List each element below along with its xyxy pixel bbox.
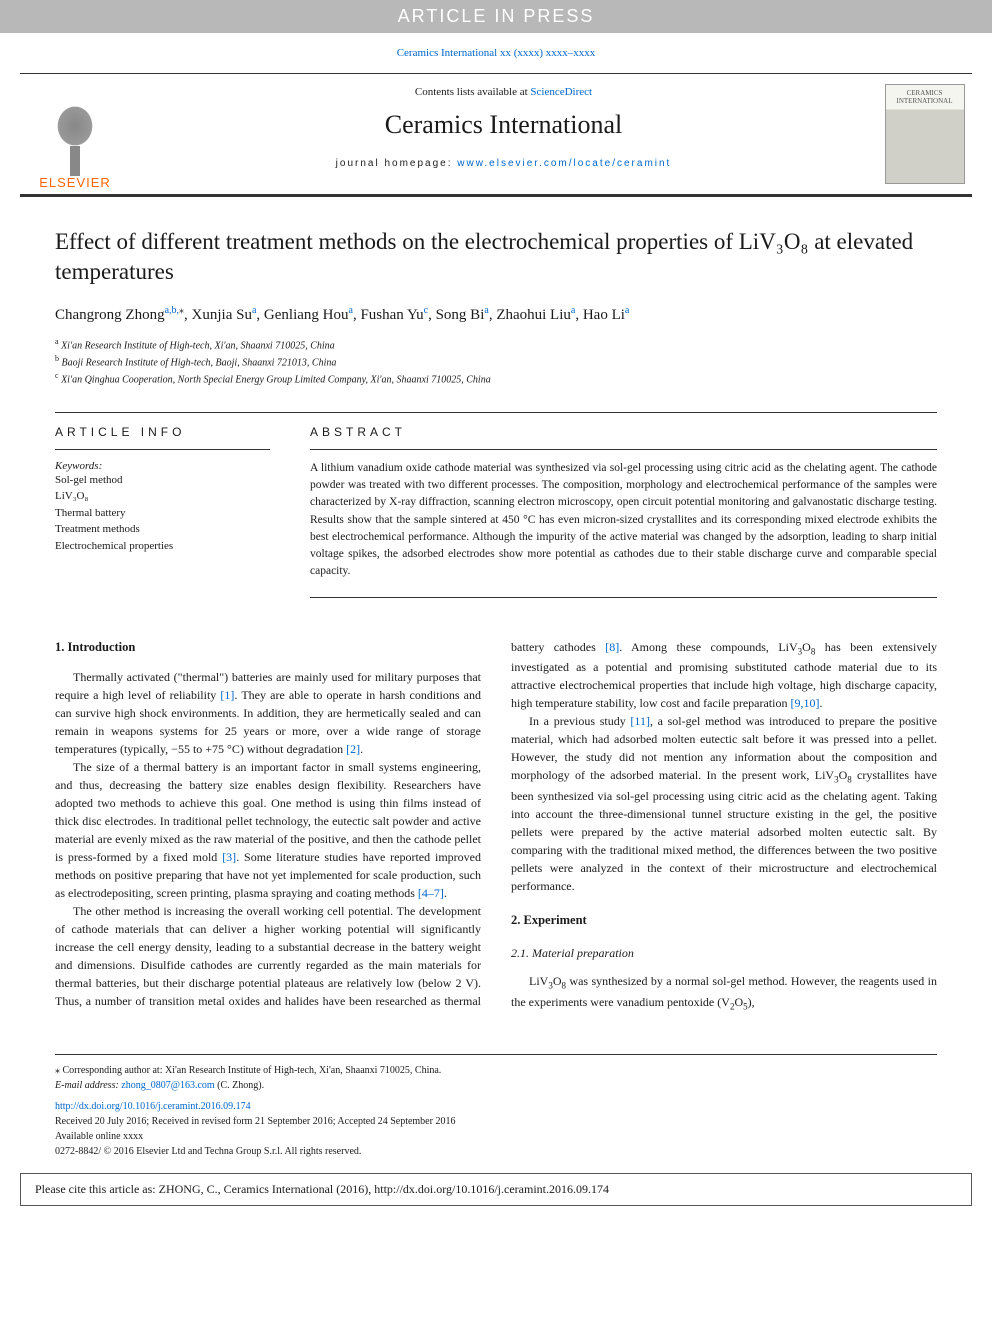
keyword-4: Treatment methods bbox=[55, 521, 270, 538]
keyword-1: Sol-gel method bbox=[55, 472, 270, 489]
author-7: Hao Li bbox=[583, 307, 625, 323]
keywords-label: Keywords: bbox=[55, 460, 270, 472]
banner-text: ARTICLE IN PRESS bbox=[398, 6, 595, 26]
author-1: Changrong Zhong bbox=[55, 307, 165, 323]
authors-line: Changrong Zhonga,b,⁎, Xunjia Sua, Genlia… bbox=[55, 305, 937, 324]
article-body: Effect of different treatment methods on… bbox=[0, 197, 992, 1024]
article-info-col: ARTICLE INFO Keywords: Sol-gel method Li… bbox=[55, 413, 270, 598]
elsevier-tree-icon bbox=[35, 96, 115, 171]
keyword-2: LiV₃O₈ bbox=[55, 488, 270, 505]
footer-block: ⁎ Corresponding author at: Xi'an Researc… bbox=[55, 1054, 937, 1159]
author-1-sup[interactable]: a,b, bbox=[165, 305, 179, 316]
email-link[interactable]: zhong_0807@163.com bbox=[121, 1080, 214, 1091]
intro-p2: The size of a thermal battery is an impo… bbox=[55, 758, 481, 902]
author-4-sup[interactable]: c bbox=[424, 305, 428, 316]
author-5: Song Bi bbox=[436, 307, 485, 323]
author-5-sup[interactable]: a bbox=[484, 305, 488, 316]
experiment-heading: 2. Experiment bbox=[511, 911, 937, 930]
corresponding-author: ⁎ Corresponding author at: Xi'an Researc… bbox=[55, 1063, 937, 1078]
elsevier-logo-block: ELSEVIER bbox=[20, 74, 130, 194]
intro-p1: Thermally activated ("thermal") batterie… bbox=[55, 668, 481, 758]
affiliation-a: a Xi'an Research Institute of High-tech,… bbox=[55, 336, 937, 353]
keyword-3: Thermal battery bbox=[55, 505, 270, 522]
affiliation-c: c Xi'an Qinghua Cooperation, North Speci… bbox=[55, 370, 937, 387]
ref-9-10[interactable]: [9,10] bbox=[790, 696, 819, 710]
elsevier-label: ELSEVIER bbox=[39, 175, 111, 190]
email-suffix: (C. Zhong). bbox=[215, 1080, 264, 1091]
ref-11[interactable]: [11] bbox=[630, 714, 650, 728]
contents-prefix: Contents lists available at bbox=[415, 86, 530, 98]
top-citation: Ceramics International xx (xxxx) xxxx–xx… bbox=[0, 33, 992, 73]
journal-cover-block: CERAMICS INTERNATIONAL bbox=[877, 74, 972, 194]
top-citation-link[interactable]: Ceramics International xx (xxxx) xxxx–xx… bbox=[397, 47, 596, 59]
info-abstract-row: ARTICLE INFO Keywords: Sol-gel method Li… bbox=[55, 412, 937, 598]
sciencedirect-link[interactable]: ScienceDirect bbox=[530, 86, 592, 98]
main-two-column: 1. Introduction Thermally activated ("th… bbox=[55, 638, 937, 1014]
doi-link[interactable]: http://dx.doi.org/10.1016/j.ceramint.201… bbox=[55, 1099, 937, 1114]
exp-p1: LiV3O8 was synthesized by a normal sol-g… bbox=[511, 972, 937, 1014]
cite-box: Please cite this article as: ZHONG, C., … bbox=[20, 1173, 972, 1206]
abstract-label: ABSTRACT bbox=[310, 413, 937, 450]
author-6-sup[interactable]: a bbox=[571, 305, 575, 316]
article-info-label: ARTICLE INFO bbox=[55, 413, 270, 450]
author-3: Genliang Hou bbox=[264, 307, 349, 323]
keyword-5: Electrochemical properties bbox=[55, 538, 270, 555]
ref-1[interactable]: [1] bbox=[220, 688, 234, 702]
journal-center: Contents lists available at ScienceDirec… bbox=[130, 74, 877, 194]
abstract-text: A lithium vanadium oxide cathode materia… bbox=[310, 460, 937, 598]
contents-line: Contents lists available at ScienceDirec… bbox=[130, 86, 877, 98]
author-6: Zhaohui Liu bbox=[496, 307, 571, 323]
article-in-press-banner: ARTICLE IN PRESS bbox=[0, 0, 992, 33]
author-1-asterisk: ⁎ bbox=[179, 305, 184, 316]
email-label: E-mail address: bbox=[55, 1080, 121, 1091]
homepage-line: journal homepage: www.elsevier.com/locat… bbox=[130, 158, 877, 169]
author-3-sup[interactable]: a bbox=[348, 305, 352, 316]
available-line: Available online xxxx bbox=[55, 1129, 937, 1144]
abstract-col: ABSTRACT A lithium vanadium oxide cathod… bbox=[310, 413, 937, 598]
intro-p5: In a previous study [11], a sol-gel meth… bbox=[511, 712, 937, 895]
journal-header: ELSEVIER Contents lists available at Sci… bbox=[20, 73, 972, 197]
homepage-prefix: journal homepage: bbox=[336, 158, 458, 169]
ref-8[interactable]: [8] bbox=[605, 640, 619, 654]
homepage-link[interactable]: www.elsevier.com/locate/ceramint bbox=[457, 158, 671, 169]
material-prep-subheading: 2.1. Material preparation bbox=[511, 944, 937, 962]
article-title: Effect of different treatment methods on… bbox=[55, 227, 937, 287]
ref-3[interactable]: [3] bbox=[222, 850, 236, 864]
author-2-sup[interactable]: a bbox=[252, 305, 256, 316]
received-line: Received 20 July 2016; Received in revis… bbox=[55, 1114, 937, 1129]
email-line: E-mail address: zhong_0807@163.com (C. Z… bbox=[55, 1078, 937, 1093]
intro-heading: 1. Introduction bbox=[55, 638, 481, 657]
affiliation-b: b Baoji Research Institute of High-tech,… bbox=[55, 353, 937, 370]
author-2: Xunjia Su bbox=[192, 307, 252, 323]
author-4: Fushan Yu bbox=[360, 307, 423, 323]
copyright-line: 0272-8842/ © 2016 Elsevier Ltd and Techn… bbox=[55, 1144, 937, 1159]
journal-cover-thumbnail: CERAMICS INTERNATIONAL bbox=[885, 84, 965, 184]
ref-2[interactable]: [2] bbox=[346, 742, 360, 756]
author-7-sup[interactable]: a bbox=[625, 305, 629, 316]
ref-4-7[interactable]: [4–7] bbox=[418, 886, 444, 900]
journal-name: Ceramics International bbox=[130, 110, 877, 140]
affiliations: a Xi'an Research Institute of High-tech,… bbox=[55, 336, 937, 388]
